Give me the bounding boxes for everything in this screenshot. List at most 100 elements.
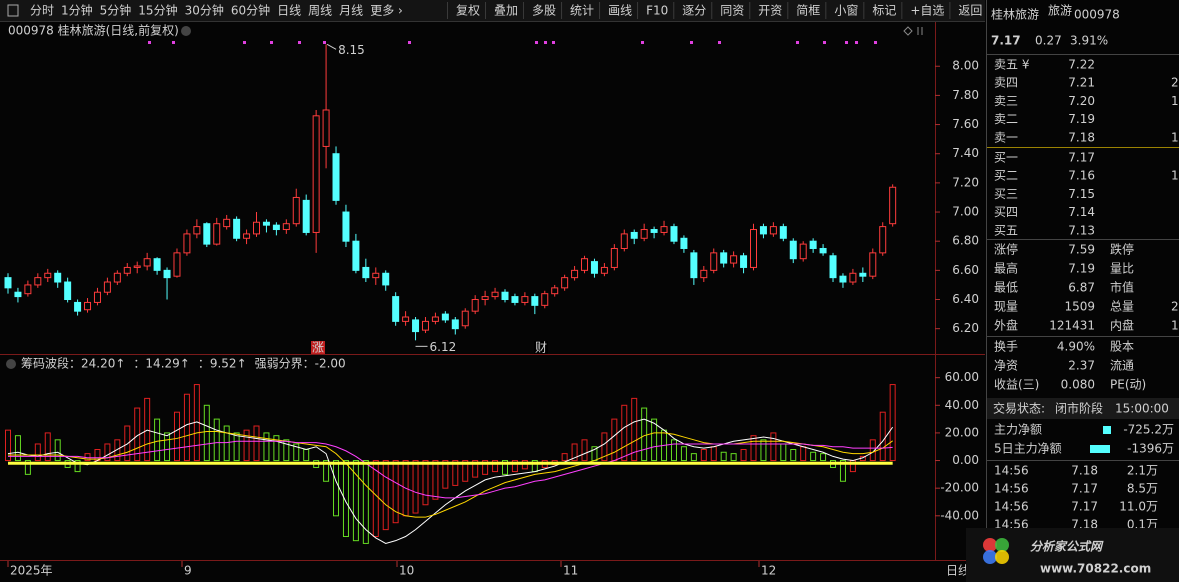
indicator-bar [173, 411, 180, 462]
low-label: 6.12 [430, 340, 457, 354]
scroll-icon[interactable] [917, 27, 923, 35]
indicator-menu[interactable] [6, 359, 16, 369]
candle-body [183, 233, 191, 254]
event-marker[interactable] [311, 341, 325, 354]
toolbar-icon[interactable] [7, 4, 19, 17]
toolbar-button[interactable]: F10 [646, 4, 668, 18]
high-arrow [326, 43, 337, 50]
indicator-bar [44, 432, 51, 462]
period-tab[interactable]: 15分钟 [138, 3, 177, 18]
trade-price: 7.18 [1071, 464, 1098, 478]
period-tab[interactable]: 更多 › [370, 4, 403, 18]
period-tab[interactable]: 月线 [339, 4, 363, 18]
book-price: 7.16 [1068, 169, 1095, 183]
fund-label: PE(动) [1110, 378, 1146, 392]
candle-body [541, 293, 549, 306]
stat-value: 121431 [1049, 319, 1095, 333]
toolbar-button[interactable]: 复权 [456, 4, 480, 18]
candle-body [581, 258, 589, 271]
toolbar-button[interactable]: 同资 [720, 4, 744, 18]
indicator-bar [750, 435, 757, 462]
candle-body [501, 291, 509, 301]
period-tab[interactable]: 1分钟 [61, 3, 93, 18]
indicator-bar [34, 443, 41, 462]
signal-dot [855, 41, 858, 44]
indicator-bar [511, 460, 518, 473]
title-menu[interactable] [181, 26, 191, 36]
indicator-bar [24, 460, 31, 475]
indicator-bar [740, 448, 747, 462]
flow-value: -725.2万 [1123, 423, 1174, 437]
candle-body [153, 258, 161, 271]
period-tab[interactable]: 周线 [308, 4, 332, 18]
y-tick-label: -40.00 [940, 508, 979, 522]
indicator-bar [492, 460, 499, 473]
indicator-bar [14, 435, 21, 462]
diamond-icon[interactable] [903, 26, 913, 36]
toolbar-button[interactable]: 统计 [570, 4, 594, 18]
candle-body [789, 240, 797, 260]
indicator-bar [651, 418, 658, 462]
signal-dot [323, 41, 326, 44]
book-price: 7.17 [1068, 151, 1095, 165]
stock-code: 000978 [1074, 8, 1120, 22]
candle-body [233, 218, 241, 239]
toolbar-button[interactable]: 多股 [532, 4, 556, 18]
stat-label: 涨停 [994, 242, 1018, 257]
stat-label: 市值 [1110, 280, 1134, 295]
candle-body [710, 252, 718, 271]
toolbar-button[interactable]: 逐分 [682, 4, 706, 18]
toolbar-button[interactable]: 返回 [958, 4, 982, 18]
stat-label: 最高 [994, 261, 1018, 276]
high-label: 8.15 [338, 43, 365, 57]
indicator-bar [253, 425, 260, 462]
period-tab[interactable]: 分时 [30, 4, 54, 18]
indicator-bar [392, 460, 399, 524]
indicator-bar [432, 460, 439, 500]
period-tab[interactable]: 日线 [277, 4, 301, 18]
candle-body [421, 320, 429, 331]
book-price: 7.18 [1068, 130, 1095, 144]
candle-body [213, 223, 221, 245]
stat-label: 外盘 [994, 318, 1018, 333]
toolbar-button[interactable]: 开资 [758, 4, 782, 18]
candle-body [859, 272, 867, 277]
book-price: 7.15 [1068, 187, 1095, 201]
signal-dot [270, 41, 273, 44]
book-price: 7.13 [1068, 223, 1095, 237]
toolbar-button[interactable]: 画线 [608, 4, 632, 18]
status-phase: 闭市阶段 [1055, 401, 1103, 416]
toolbar-button[interactable]: 叠加 [494, 4, 518, 18]
candle-body [93, 291, 101, 303]
stat-value: 1 [1171, 319, 1179, 333]
period-tab[interactable]: 60分钟 [231, 3, 270, 18]
flow-bar [1103, 426, 1111, 434]
signal-dot [172, 41, 175, 44]
candle-body [34, 277, 42, 286]
toolbar-button[interactable]: 标记 [872, 4, 896, 18]
candle-body [700, 269, 708, 279]
candle-body [203, 223, 211, 245]
toolbar-button[interactable]: +自选 [910, 4, 944, 18]
event-marker[interactable] [534, 341, 548, 354]
indicator-bar [581, 439, 588, 462]
book-volume: 1 [1171, 169, 1179, 183]
toolbar-button[interactable]: 简框 [796, 4, 820, 18]
candle-body [173, 252, 181, 277]
candle-body [402, 316, 410, 322]
trade-time: 14:56 [994, 464, 1029, 478]
y-tick-label: 6.20 [952, 321, 979, 335]
signal-dot [148, 41, 151, 44]
indicator-bar [54, 439, 61, 462]
indicator-bar [104, 443, 111, 462]
indicator-bar [601, 432, 608, 462]
candle-body [809, 240, 817, 249]
candle-body [720, 252, 728, 264]
indicator-bar [442, 460, 449, 489]
flow-value: -1396万 [1127, 442, 1174, 456]
toolbar-button[interactable]: 小窗 [834, 4, 858, 18]
period-tab[interactable]: 30分钟 [185, 3, 224, 18]
signal-dot [544, 41, 547, 44]
period-tab[interactable]: 5分钟 [100, 3, 132, 18]
x-tick-label: 9 [184, 564, 192, 578]
